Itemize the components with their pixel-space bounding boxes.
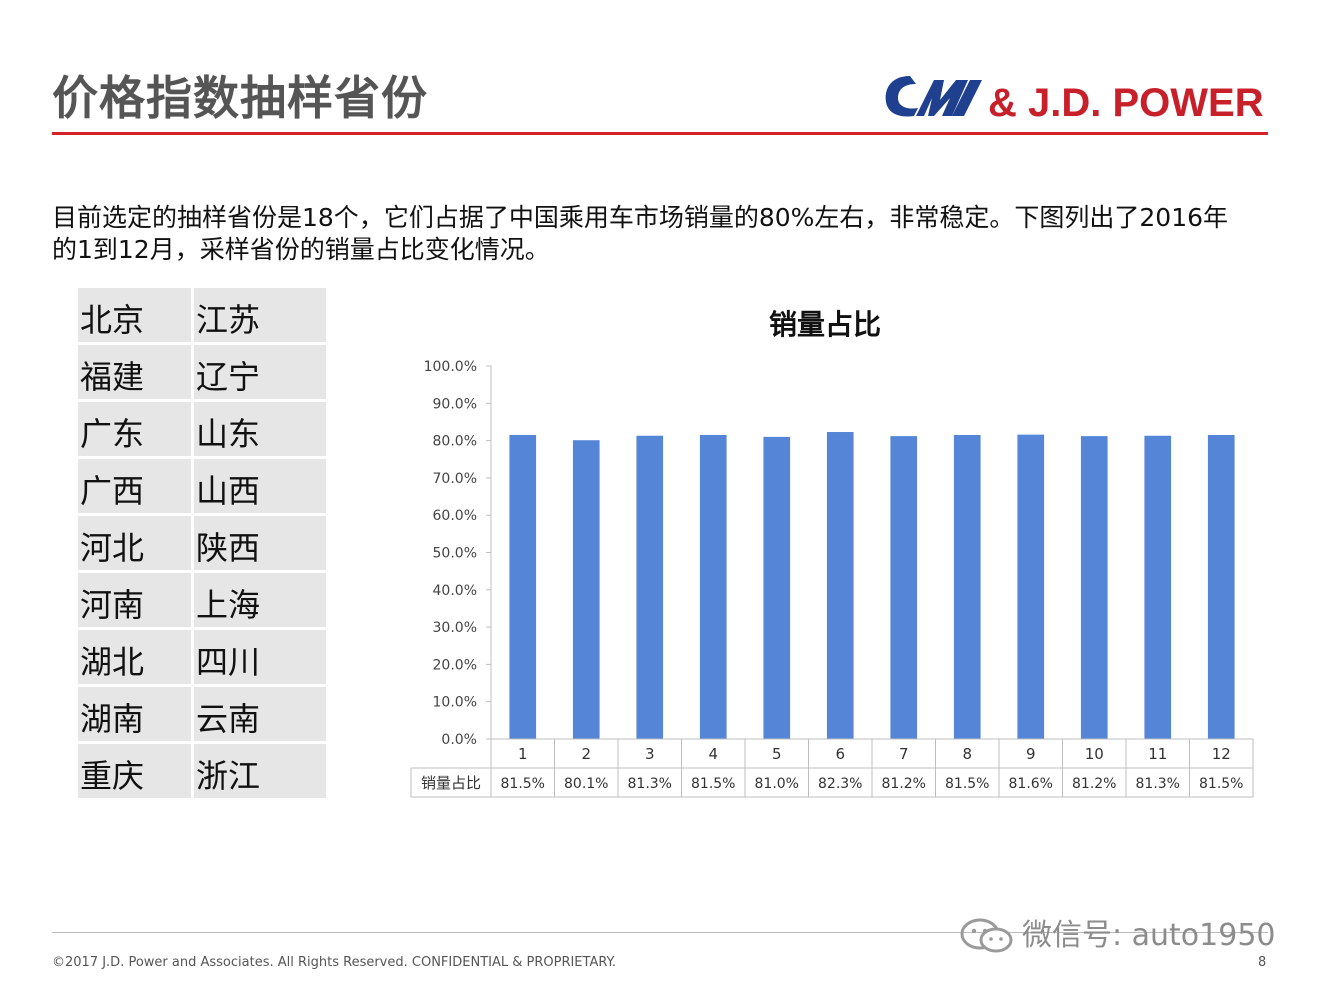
data-label: 80.1% bbox=[564, 776, 608, 792]
bar bbox=[1207, 435, 1235, 739]
footer-divider bbox=[52, 932, 1268, 933]
data-label: 81.2% bbox=[882, 776, 926, 792]
x-tick-label: 2 bbox=[581, 745, 591, 763]
data-label: 81.5% bbox=[691, 776, 735, 792]
province-cell: 北京 bbox=[78, 288, 194, 345]
bar bbox=[699, 435, 727, 739]
y-tick-label: 80.0% bbox=[433, 434, 477, 450]
data-label: 81.5% bbox=[1199, 776, 1243, 792]
province-cell: 湖南 bbox=[78, 685, 194, 744]
intro-line-2: 的1到12月，采样省份的销量占比变化情况。 bbox=[52, 235, 550, 264]
province-cell: 辽宁 bbox=[192, 343, 326, 402]
province-cell: 浙江 bbox=[192, 742, 326, 801]
y-axis: 0.0% 10.0% 20.0% 30.0% 40.0% 50.0% 60.0% 70.0% 8… bbox=[424, 359, 492, 748]
province-cell: 山西 bbox=[192, 457, 326, 516]
bar bbox=[953, 435, 981, 739]
title-underline bbox=[52, 132, 1268, 135]
x-tick-label: 6 bbox=[835, 745, 845, 763]
chart-svg: 销量占比 0.0% 10.0% 20.0% 30.0% 40.0% 50.0% 60.0% 7… bbox=[410, 308, 1254, 798]
province-cell: 山东 bbox=[192, 400, 326, 459]
x-tick-label: 11 bbox=[1148, 745, 1167, 763]
data-label: 81.0% bbox=[755, 776, 799, 792]
bar bbox=[890, 436, 918, 739]
province-row: 广西 山西 bbox=[78, 457, 326, 516]
sales-share-chart: 销量占比 0.0% 10.0% 20.0% 30.0% 40.0% 50.0% 60.0% 7… bbox=[405, 290, 1265, 810]
province-cell: 广东 bbox=[78, 400, 194, 459]
province-row: 湖南 云南 bbox=[78, 685, 326, 744]
province-row: 湖北 四川 bbox=[78, 628, 326, 687]
province-cell: 上海 bbox=[192, 571, 326, 630]
bar bbox=[826, 432, 854, 739]
page-title: 价格指数抽样省份 bbox=[52, 71, 428, 125]
bar bbox=[572, 440, 600, 739]
page-number: 8 bbox=[1258, 955, 1267, 970]
intro-text: 目前选定的抽样省份是18个，它们占据了中国乘用车市场销量的80%左右，非常稳定。… bbox=[52, 202, 1272, 266]
province-cell: 重庆 bbox=[78, 742, 194, 801]
cm-jdpower-logo: & J.D. POWER bbox=[882, 70, 1270, 124]
province-row: 北京 江苏 bbox=[78, 288, 326, 345]
bar bbox=[1080, 436, 1108, 739]
province-cell: 江苏 bbox=[192, 288, 326, 345]
logo-text: & J.D. POWER bbox=[988, 81, 1264, 124]
bar bbox=[1017, 434, 1045, 739]
province-row: 重庆 浙江 bbox=[78, 742, 326, 801]
bar bbox=[1144, 435, 1172, 739]
data-label: 81.3% bbox=[1136, 776, 1180, 792]
province-row: 福建 辽宁 bbox=[78, 343, 326, 402]
bar bbox=[509, 435, 537, 739]
province-cell: 四川 bbox=[192, 628, 326, 687]
province-row: 河南 上海 bbox=[78, 571, 326, 630]
x-tick-label: 10 bbox=[1085, 745, 1104, 763]
data-label: 81.2% bbox=[1072, 776, 1116, 792]
y-tick-label: 50.0% bbox=[433, 546, 477, 562]
bars bbox=[509, 432, 1235, 739]
province-row: 广东 山东 bbox=[78, 400, 326, 459]
province-cell: 河北 bbox=[78, 514, 194, 573]
data-label: 81.5% bbox=[501, 776, 545, 792]
y-tick-label: 90.0% bbox=[433, 396, 477, 412]
watermark-text: 微信号: auto1950 bbox=[1022, 918, 1276, 953]
x-tick-label: 12 bbox=[1212, 745, 1231, 763]
x-tick-label: 5 bbox=[772, 745, 782, 763]
wechat-icon bbox=[958, 918, 1016, 954]
province-cell: 福建 bbox=[78, 343, 194, 402]
y-tick-label: 10.0% bbox=[433, 695, 477, 711]
province-cell: 广西 bbox=[78, 457, 194, 516]
x-tick-label: 4 bbox=[708, 745, 718, 763]
data-label: 82.3% bbox=[818, 776, 862, 792]
x-tick-label: 9 bbox=[1026, 745, 1036, 763]
province-row: 河北 陕西 bbox=[78, 514, 326, 573]
y-tick-label: 60.0% bbox=[433, 508, 477, 524]
x-tick-label: 1 bbox=[518, 745, 528, 763]
bar bbox=[636, 435, 664, 739]
y-tick-label: 20.0% bbox=[433, 657, 477, 673]
data-label: 81.6% bbox=[1009, 776, 1053, 792]
x-tick-label: 7 bbox=[899, 745, 909, 763]
data-table: 销量占比 1 81.5% 2 80.1% 3 81.3% 4 81.5% 5 81.0% 6 82.3%… bbox=[410, 738, 1254, 798]
data-label: 81.3% bbox=[628, 776, 672, 792]
y-tick-label: 40.0% bbox=[433, 583, 477, 599]
y-tick-label: 30.0% bbox=[433, 620, 477, 636]
province-cell: 湖北 bbox=[78, 628, 194, 687]
data-label: 81.5% bbox=[945, 776, 989, 792]
y-tick-label: 0.0% bbox=[441, 732, 477, 748]
x-tick-label: 3 bbox=[645, 745, 655, 763]
intro-line-1: 目前选定的抽样省份是18个，它们占据了中国乘用车市场销量的80%左右，非常稳定。… bbox=[52, 203, 1229, 232]
province-table: 北京 江苏 福建 辽宁 广东 山东 广西 山西 河北 陕西 河南 上海 湖北 四川 湖南 云南 … bbox=[78, 288, 326, 801]
chart-title: 销量占比 bbox=[769, 308, 881, 341]
province-cell: 陕西 bbox=[192, 514, 326, 573]
series-name-label: 销量占比 bbox=[421, 774, 481, 792]
y-tick-label: 70.0% bbox=[433, 471, 477, 487]
province-cell: 云南 bbox=[192, 685, 326, 744]
x-tick-label: 8 bbox=[962, 745, 972, 763]
province-cell: 河南 bbox=[78, 571, 194, 630]
bar bbox=[763, 436, 791, 739]
copyright-text: ©2017 J.D. Power and Associates. All Rig… bbox=[52, 955, 616, 970]
y-tick-label: 100.0% bbox=[424, 359, 477, 375]
